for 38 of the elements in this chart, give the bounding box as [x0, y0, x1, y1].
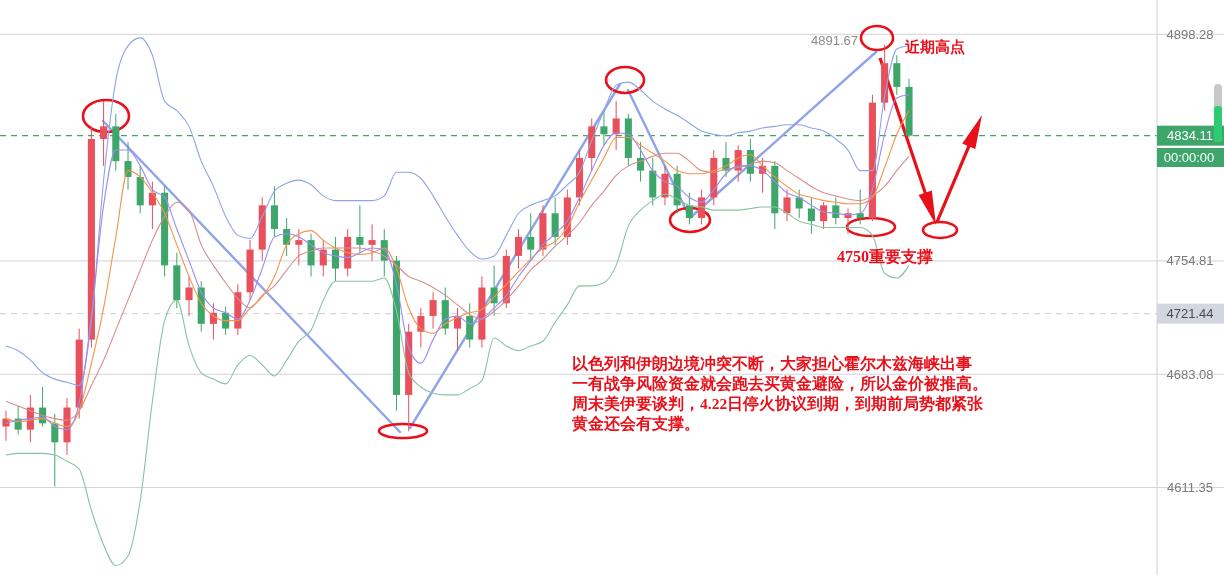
candlestick [514, 228, 523, 270]
candlestick [685, 192, 693, 225]
candlestick [100, 100, 108, 167]
ref-line-label: 4834.11 [1166, 128, 1214, 144]
candlestick [270, 185, 278, 238]
candlestick [795, 189, 803, 219]
candlestick [807, 196, 815, 235]
candlestick [551, 196, 559, 246]
candlestick [331, 236, 340, 282]
annotation: 周末美伊要谈判，4.22日停火协议到期，到期前局势都紧张 [571, 394, 985, 412]
candlestick [356, 204, 364, 254]
candlestick [637, 141, 645, 183]
candlestick [612, 100, 620, 151]
annotation: 一有战争风险资金就会跑去买黄金避险，所以金价被推高。 [572, 374, 988, 392]
y-tick-label: 4683.08 [1166, 366, 1214, 382]
text: 00:00:00 [1163, 150, 1215, 165]
candlestick [368, 223, 376, 262]
candlestick [295, 228, 303, 266]
candlestick [820, 201, 828, 230]
candlestick [124, 141, 132, 191]
annotation: 以色列和伊朗边境冲突不断，大家担心霍尔木兹海峡出事 [572, 354, 972, 372]
y-tick-label: 4611.35 [1166, 480, 1214, 496]
candlestick [856, 189, 864, 225]
candlestick [222, 305, 230, 336]
y-tick-label: 4754.81 [1166, 253, 1214, 269]
annotation: 近期高点 [904, 38, 965, 55]
annotation: 4750重要支撑 [837, 248, 933, 265]
candlestick [783, 189, 791, 222]
candlestick [832, 196, 840, 225]
candlestick [893, 54, 901, 96]
candlestick [466, 302, 474, 349]
candlestick [429, 291, 437, 330]
y-tick-label: 4898.28 [1166, 26, 1214, 42]
candlestick [2, 410, 10, 442]
candlestick [185, 275, 193, 317]
annotation: 黄金还会有支撑。 [571, 415, 700, 432]
annotation: 4891.67 [811, 33, 858, 48]
ref-line-label: 4721.44 [1166, 306, 1214, 322]
